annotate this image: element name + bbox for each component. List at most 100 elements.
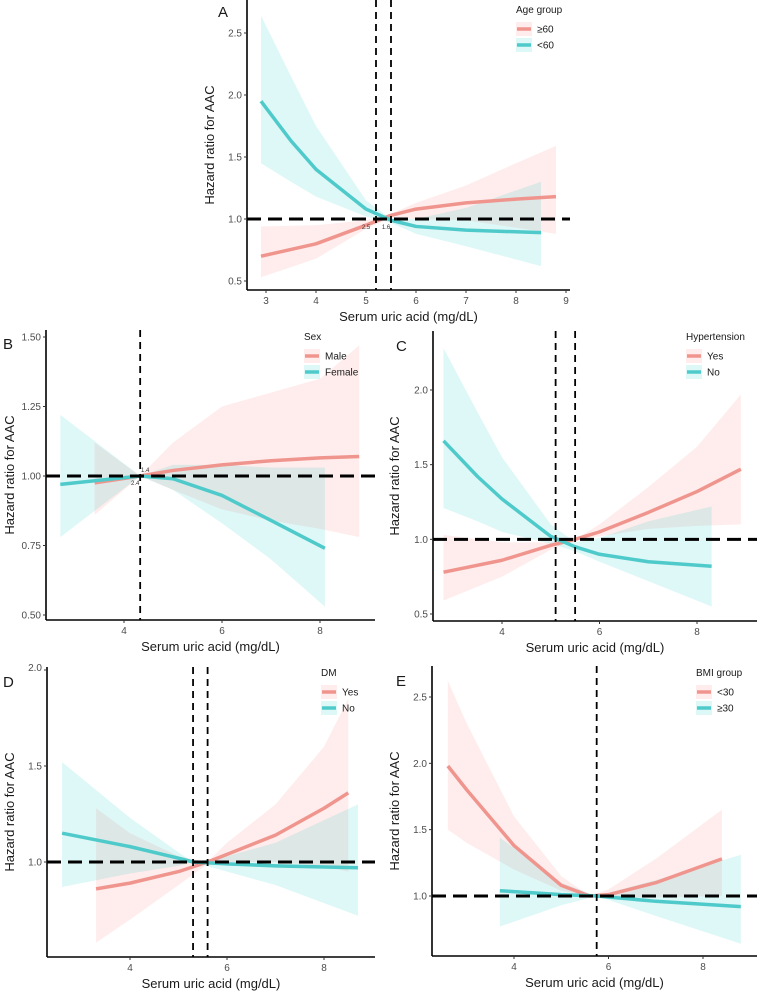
plot-area: [47, 667, 375, 957]
x-tick-label: 3: [263, 296, 269, 307]
x-tick-label: 6: [606, 962, 612, 973]
y-tick-label: 1.25: [22, 402, 42, 413]
panel-label: B: [3, 336, 13, 353]
panel-label: A: [218, 4, 228, 21]
y-tick-label: 1.0: [28, 858, 42, 869]
x-tick-label: 4: [313, 296, 319, 307]
legend-title: DM: [321, 668, 337, 679]
x-tick-label: 8: [700, 962, 706, 973]
legend: BMI group <30 ≥30: [696, 668, 743, 715]
legend-label: <60: [537, 41, 554, 52]
legend-label: Yes: [707, 352, 723, 363]
y-tick-label: 2.0: [28, 663, 42, 674]
hr-line-0: [95, 791, 350, 891]
ci-band-0: [443, 394, 741, 601]
x-axis-title: Serum uric acid (mg/dL): [526, 640, 665, 655]
ci-band-1: [261, 15, 541, 267]
x-axis-title: Serum uric acid (mg/dL): [142, 976, 281, 991]
y-tick-label: 1.0: [228, 215, 242, 226]
legend-title: Hypertension: [686, 332, 745, 343]
hr-line-0: [446, 764, 723, 898]
legend-title: Age group: [516, 5, 563, 16]
legend-label: Male: [325, 352, 347, 363]
ci-band-0: [96, 698, 349, 943]
panel-b: 2.4 1.4 4 6 8 0.50 0.75 1.00 1.25 1.50 Serum uric …: [2, 330, 375, 654]
y-tick-label: 1.5: [228, 153, 242, 164]
legend-label: ≥30: [717, 704, 734, 715]
legend: Sex Male Female: [304, 332, 359, 379]
y-tick-label: 0.5: [228, 277, 242, 288]
panel-d: 4 6 8 1.0 1.5 2.0 Serum uric acid (mg/dL) Hazar…: [2, 663, 375, 991]
legend-title: BMI group: [696, 668, 743, 679]
legend-label: No: [342, 704, 355, 715]
knot-label: 1.6: [382, 225, 391, 231]
x-tick-label: 6: [224, 963, 230, 974]
panel-label: D: [3, 674, 14, 691]
ci-band-0: [94, 345, 360, 538]
plot-area: [432, 666, 757, 956]
y-tick-label: 1.0: [413, 892, 427, 903]
y-tick-label: 1.5: [414, 460, 428, 471]
ci-band-0: [447, 681, 722, 898]
ci-band-1: [60, 414, 325, 607]
y-tick-label: 1.5: [28, 762, 42, 773]
panel-label: E: [396, 673, 406, 690]
x-tick-label: 8: [694, 627, 700, 638]
x-tick-label: 4: [121, 626, 127, 637]
legend-label: Yes: [342, 688, 358, 699]
knot-label: 1.4: [141, 468, 150, 474]
knot-label: 2.5: [362, 225, 371, 231]
y-axis-title: Hazard ratio for AAC: [387, 751, 402, 870]
ci-band-1: [62, 762, 358, 916]
y-tick-label: 1.5: [413, 825, 427, 836]
legend-label: <30: [717, 688, 734, 699]
y-tick-label: 0.50: [22, 611, 42, 622]
x-tick-label: 4: [499, 627, 505, 638]
panel-label: C: [396, 338, 407, 355]
y-axis-title: Hazard ratio for AAC: [202, 85, 217, 204]
legend-title: Sex: [304, 332, 321, 343]
x-tick-label: 4: [127, 963, 133, 974]
y-tick-label: 2.5: [228, 29, 242, 40]
panel-a: 2.5 1.6 3 4 5 6 7 8 9 0.5 1.0 1.5 2.0 2.5 Serum uric a…: [202, 0, 570, 324]
x-axis-title: Serum uric acid (mg/dL): [339, 309, 478, 324]
plot-area: [247, 0, 570, 290]
x-tick-label: 4: [511, 962, 517, 973]
panel-c: 4 6 8 0.5 1.0 1.5 2.0 Serum uric acid (mg/dL) Ha…: [387, 331, 757, 655]
y-tick-label: 2.0: [414, 386, 428, 397]
ci-band-1: [443, 348, 712, 607]
panel-e: 4 6 8 1.0 1.5 2.0 2.5 Serum uric acid (mg/dL) Ha…: [387, 666, 757, 990]
x-tick-label: 9: [563, 296, 569, 307]
plot-area: [433, 331, 757, 621]
hr-line-0: [443, 467, 742, 574]
legend: Age group ≥60 <60: [516, 5, 563, 52]
y-tick-label: 1.00: [22, 472, 42, 483]
x-tick-label: 8: [321, 963, 327, 974]
hr-line-1: [259, 100, 542, 235]
y-axis-title: Hazard ratio for AAC: [387, 416, 402, 535]
plot-area: [46, 330, 375, 620]
legend-label: ≥60: [537, 25, 554, 36]
x-axis-title: Serum uric acid (mg/dL): [525, 975, 664, 990]
x-tick-label: 5: [363, 296, 369, 307]
y-tick-label: 0.5: [414, 610, 428, 621]
y-axis-title: Hazard ratio for AAC: [2, 752, 17, 871]
legend-label: No: [707, 368, 720, 379]
legend: DM Yes No: [321, 668, 358, 715]
x-tick-label: 7: [463, 296, 469, 307]
knot-label: 2.4: [131, 481, 140, 487]
y-tick-label: 2.0: [413, 759, 427, 770]
hr-line-1: [60, 474, 326, 550]
y-tick-label: 2.0: [228, 91, 242, 102]
x-axis-title: Serum uric acid (mg/dL): [141, 639, 280, 654]
x-tick-label: 8: [513, 296, 519, 307]
legend: Hypertension Yes No: [686, 332, 745, 379]
hr-line-0: [260, 194, 557, 258]
y-tick-label: 2.5: [413, 693, 427, 704]
x-tick-label: 6: [597, 627, 603, 638]
hr-line-1: [442, 439, 712, 568]
y-axis-title: Hazard ratio for AAC: [2, 415, 17, 534]
legend-label: Female: [325, 368, 359, 379]
x-tick-label: 6: [413, 296, 419, 307]
